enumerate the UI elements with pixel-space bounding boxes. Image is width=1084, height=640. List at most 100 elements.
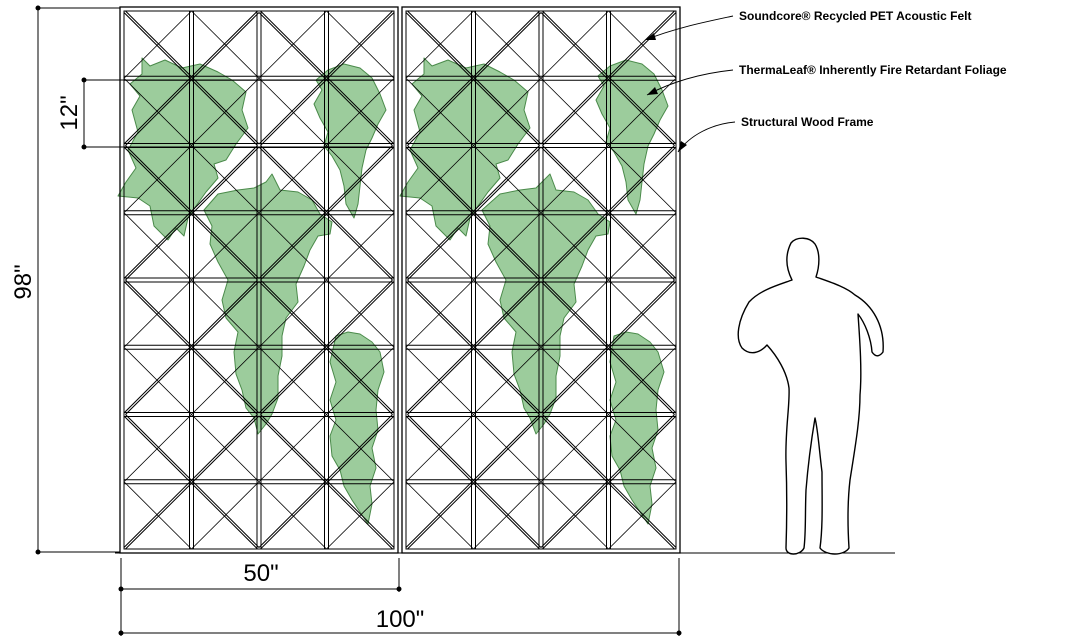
lattice-line: [540, 346, 609, 415]
lattice-line: [407, 414, 542, 548]
lattice-line: [540, 145, 609, 214]
lattice-line: [123, 481, 192, 550]
lattice-line: [258, 279, 327, 348]
lattice-line: [326, 346, 395, 415]
lattice-line: [405, 415, 540, 550]
lattice-line: [123, 146, 258, 281]
lattice-line: [542, 415, 677, 550]
height-dimension-label: 98": [10, 264, 37, 299]
lattice-line: [407, 279, 542, 414]
lattice-line: [405, 481, 474, 550]
foliage-leaf-7: [481, 173, 611, 435]
lattice-line: [125, 10, 260, 145]
lattice-line: [191, 279, 260, 348]
lattice-line: [191, 346, 260, 415]
lattice-line: [258, 281, 393, 415]
lattice-line: [542, 10, 677, 145]
lattice-line: [542, 279, 677, 414]
lattice-line: [405, 10, 540, 145]
lattice-line: [191, 10, 260, 79]
panel-width-dimension: 50": [118, 558, 402, 592]
lattice-line: [540, 146, 675, 281]
lattice-line: [540, 10, 609, 79]
callout-felt-label: Soundcore® Recycled PET Acoustic Felt: [739, 9, 971, 23]
lattice-line: [258, 212, 327, 281]
lattice-line: [326, 212, 395, 281]
lattice-line: [260, 145, 395, 279]
lattice-line: [608, 145, 677, 214]
foliage-leaf-3: [203, 173, 333, 435]
lattice-line: [405, 146, 540, 281]
callout-frame: Structural Wood Frame: [677, 115, 874, 153]
lattice-line: [191, 481, 260, 550]
lattice-line: [258, 145, 327, 214]
lattice-line: [191, 414, 260, 483]
lattice-line: [540, 12, 675, 146]
lattice-line: [123, 77, 192, 146]
lattice-line: [405, 145, 540, 279]
lattice-line: [540, 10, 675, 145]
lattice-line: [123, 212, 192, 281]
lattice-line: [473, 10, 542, 79]
human-figure: [737, 237, 884, 555]
lattice-line: [608, 346, 677, 415]
lattice-line: [540, 281, 675, 415]
lattice-line: [608, 481, 677, 550]
lattice-line: [125, 279, 260, 414]
lattice-line: [405, 414, 474, 483]
lattice-line: [258, 145, 393, 279]
lattice-line: [405, 414, 540, 548]
lattice-line: [326, 414, 395, 483]
lattice-line: [407, 12, 542, 146]
lattice-line: [260, 279, 395, 414]
lattice-line: [608, 279, 677, 348]
lattice-line: [258, 146, 393, 281]
lattice-line: [608, 77, 677, 146]
panel-frame-left-inner: [123, 10, 395, 550]
lattice-line: [260, 281, 395, 415]
lattice-line: [542, 281, 677, 415]
lattice-line: [540, 279, 609, 348]
callout-foliage-label: ThermaLeaf® Inherently Fire Retardant Fo…: [739, 63, 1007, 77]
callout-frame-label: Structural Wood Frame: [741, 115, 874, 129]
lattice-line: [123, 414, 192, 483]
module-dimension: 12": [56, 77, 394, 150]
lattice-line: [125, 146, 260, 281]
lattice-line: [405, 279, 540, 414]
callout-foliage: ThermaLeaf® Inherently Fire Retardant Fo…: [646, 63, 1007, 96]
lattice-line: [258, 481, 327, 550]
lattice-line: [123, 414, 258, 548]
lattice-line: [473, 481, 542, 550]
lattice-line: [540, 481, 609, 550]
lattice-line: [258, 10, 393, 145]
lattice-line: [125, 281, 260, 415]
lattice-line: [608, 414, 677, 483]
lattice-line: [258, 10, 327, 79]
lattice-line: [123, 145, 258, 279]
lattice-line: [260, 10, 395, 145]
total-width-dimension-label: 100": [376, 606, 425, 633]
lattice-line: [608, 212, 677, 281]
lattice-line: [540, 279, 675, 414]
panel-width-dimension-label: 50": [243, 560, 278, 587]
lattice-line: [407, 145, 542, 279]
lattice-line: [125, 145, 260, 279]
lattice-line: [260, 415, 395, 550]
lattice-line: [540, 77, 609, 146]
lattice-line: [326, 10, 395, 79]
lattice-line: [123, 145, 192, 214]
lattice-line: [260, 414, 395, 548]
lattice-line: [260, 146, 395, 281]
lattice-line: [473, 414, 542, 483]
lattice-line: [608, 10, 677, 79]
lattice-line: [123, 10, 258, 145]
lattice-line: [125, 415, 260, 550]
foliage-layer: [117, 57, 669, 525]
lattice-line: [540, 414, 675, 548]
lattice-line: [405, 145, 474, 214]
lattice-line: [405, 346, 474, 415]
lattice-line: [407, 10, 542, 145]
lattice-line: [123, 346, 192, 415]
lattice-line: [405, 279, 474, 348]
lattice-line: [407, 281, 542, 415]
